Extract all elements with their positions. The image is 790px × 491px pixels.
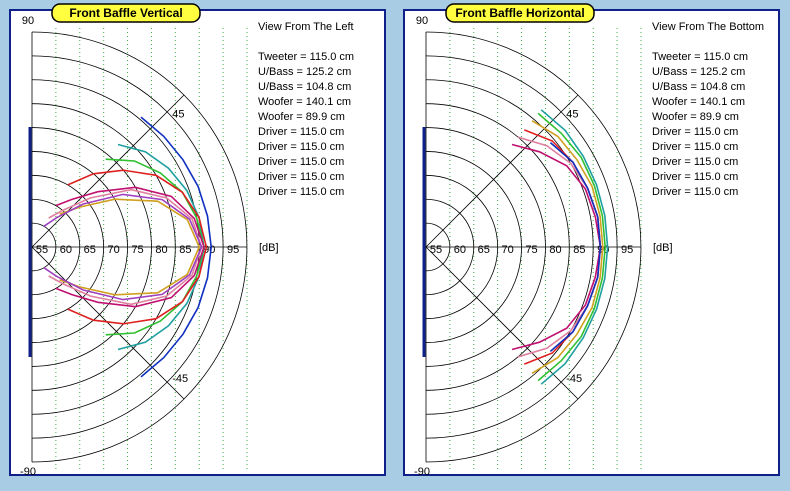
r-unit: [dB]: [259, 242, 279, 254]
legend-entry: Driver = 115.0 cm: [652, 156, 738, 168]
chart-title: Front Baffle Horizontal: [455, 6, 584, 20]
chart-title: Front Baffle Vertical: [69, 6, 182, 20]
title-pill: [51, 3, 201, 23]
response-curve: [531, 120, 604, 374]
r-tick-label: 75: [131, 244, 143, 256]
r-unit: [dB]: [653, 242, 673, 254]
legend-entry: U/Bass = 125.2 cm: [258, 66, 351, 78]
r-tick-label: 70: [502, 244, 514, 256]
panel-frame: [403, 9, 780, 476]
r-tick-label: 80: [155, 244, 167, 256]
legend-entry: U/Bass = 104.8 cm: [652, 81, 745, 93]
legend-entry: U/Bass = 104.8 cm: [258, 81, 351, 93]
response-curve: [67, 169, 208, 325]
legend-entry: Driver = 115.0 cm: [258, 171, 344, 183]
response-curve: [43, 193, 203, 301]
legend-entry: Driver = 115.0 cm: [258, 186, 344, 198]
response-curve: [549, 141, 602, 353]
view-note: View From The Left: [258, 21, 354, 33]
legend-entry: Driver = 115.0 cm: [258, 141, 344, 153]
view-note: View From The Bottom: [652, 21, 764, 33]
r-tick-label: 55: [36, 244, 48, 256]
legend-entry: Tweeter = 115.0 cm: [652, 51, 748, 63]
legend-entry: Woofer = 140.1 cm: [652, 96, 745, 108]
r-tick-label: 80: [549, 244, 561, 256]
angle-label: -45: [566, 373, 582, 385]
legend-entry: Driver = 115.0 cm: [258, 156, 344, 168]
legend-entry: Driver = 115.0 cm: [652, 126, 738, 138]
title-pill: [445, 3, 595, 23]
r-tick-label: 75: [525, 244, 537, 256]
angle-label: -90: [20, 466, 36, 478]
legend-entry: Tweeter = 115.0 cm: [258, 51, 354, 63]
r-tick-label: 60: [454, 244, 466, 256]
response-curve: [540, 109, 609, 385]
legend-entry: Woofer = 89.9 cm: [652, 111, 739, 123]
r-tick-label: 65: [84, 244, 96, 256]
angle-label: 90: [416, 15, 428, 27]
spoke: [31, 246, 185, 400]
legend-entry: Driver = 115.0 cm: [258, 126, 344, 138]
angle-label: 90: [22, 15, 34, 27]
legend-entry: Woofer = 89.9 cm: [258, 111, 345, 123]
r-tick-label: 85: [573, 244, 585, 256]
response-curve: [59, 198, 201, 296]
r-tick-label: 65: [478, 244, 490, 256]
angle-label: 45: [172, 109, 184, 121]
r-tick-label: 60: [60, 244, 72, 256]
legend-entry: Driver = 115.0 cm: [652, 186, 738, 198]
r-tick-label: 70: [108, 244, 120, 256]
legend-entry: Driver = 115.0 cm: [652, 171, 738, 183]
legend-entry: Driver = 115.0 cm: [652, 141, 738, 153]
r-tick-label: 85: [179, 244, 191, 256]
r-tick-label: 95: [227, 244, 239, 256]
response-curve: [55, 186, 205, 308]
response-curve: [537, 112, 607, 382]
angle-label: -90: [414, 466, 430, 478]
legend-entry: Woofer = 140.1 cm: [258, 96, 351, 108]
r-tick-label: 95: [621, 244, 633, 256]
legend-entry: U/Bass = 125.2 cm: [652, 66, 745, 78]
response-curve: [140, 116, 213, 378]
spoke: [31, 94, 185, 248]
angle-label: 45: [566, 109, 578, 121]
r-tick-label: 55: [430, 244, 442, 256]
angle-label: -45: [172, 373, 188, 385]
